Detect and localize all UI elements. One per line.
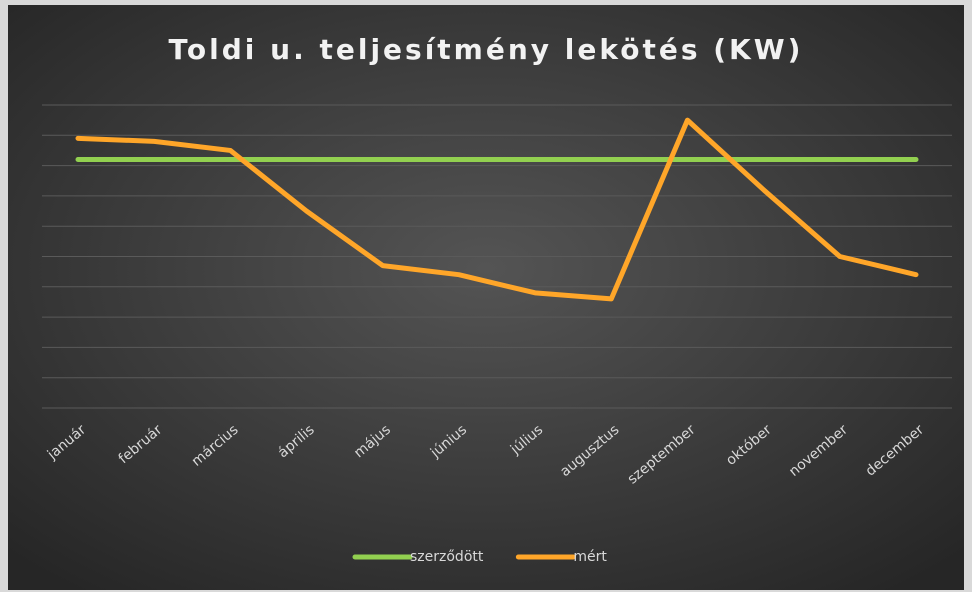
- series-line: [75, 117, 919, 302]
- legend-label: mért: [573, 549, 607, 565]
- chart-area: [8, 5, 964, 590]
- chart-title: Toldi u. teljesítmény lekötés (KW): [169, 33, 804, 66]
- legend-label: szerződött: [410, 549, 484, 565]
